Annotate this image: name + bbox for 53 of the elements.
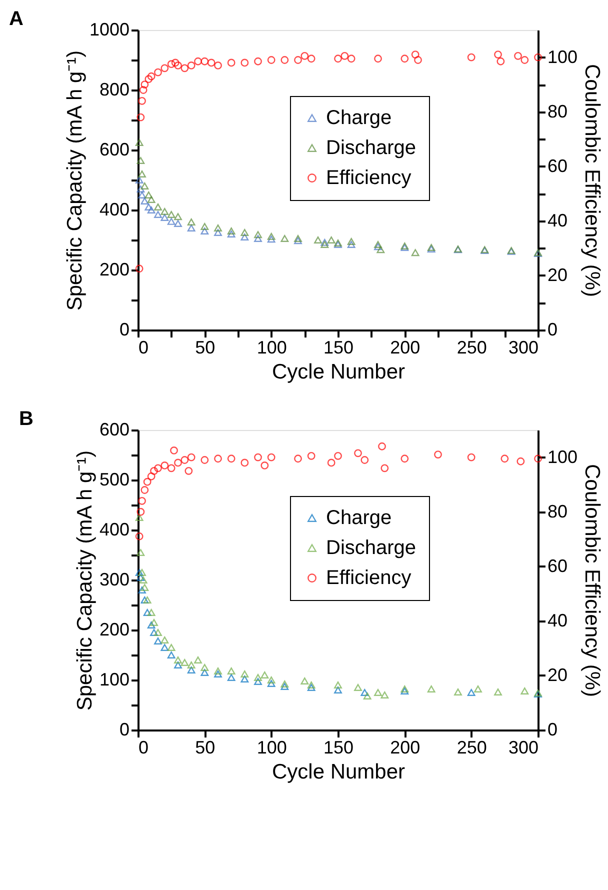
y-tick-label: 0 — [119, 320, 130, 340]
legend-label: Discharge — [326, 537, 416, 559]
legend-label: Efficiency — [326, 567, 412, 589]
x-tick-label: 250 — [456, 738, 487, 758]
legend-label: Efficiency — [326, 167, 412, 189]
y2-tick-label: 40 — [548, 210, 568, 230]
y-tick-label: 200 — [99, 620, 130, 640]
y-axis-title: Specific Capacity (mA h g⁻¹) — [73, 450, 96, 711]
x-tick-label: 200 — [390, 738, 420, 758]
y2-tick-label: 100 — [548, 446, 578, 467]
x-tick-label: 200 — [390, 338, 420, 358]
x-tick-label: 50 — [195, 338, 216, 358]
x-tick-label: 300 — [508, 338, 538, 358]
y-tick-label: 500 — [99, 470, 130, 490]
y-tick-label: 400 — [99, 520, 130, 540]
y-tick-label: 1000 — [89, 20, 130, 40]
y-tick-label: 800 — [99, 80, 130, 100]
y-tick-label: 0 — [119, 720, 130, 740]
x-tick-label: 0 — [138, 338, 149, 358]
y-axis-title: Specific Capacity (mA h g⁻¹) — [63, 50, 86, 311]
x-tick-label: 150 — [323, 338, 354, 358]
y2-tick-label: 0 — [548, 720, 558, 740]
y-tick-label: 300 — [99, 570, 130, 590]
x-tick-label: 150 — [323, 738, 354, 758]
chart-title: B — [18, 408, 34, 430]
y2-tick-label: 20 — [548, 264, 568, 285]
x-tick-label: 0 — [138, 738, 149, 758]
x-tick-label: 100 — [256, 338, 287, 358]
legend-label: Charge — [326, 507, 392, 529]
x-axis-title: Cycle Number — [272, 360, 406, 384]
chart-title: A — [8, 8, 24, 30]
y2-tick-label: 60 — [548, 156, 568, 176]
x-tick-label: 100 — [256, 738, 287, 758]
y-tick-label: 400 — [99, 200, 130, 220]
legend-label: Discharge — [326, 137, 416, 159]
x-axis-title: Cycle Number — [272, 760, 406, 784]
y2-tick-label: 80 — [548, 101, 568, 122]
y-tick-label: 100 — [99, 670, 130, 690]
x-tick-label: 50 — [195, 738, 216, 758]
y-tick-label: 600 — [99, 140, 130, 160]
y2-axis-title: Coulombic Efficiency (%) — [580, 464, 604, 698]
y-tick-label: 600 — [99, 420, 130, 440]
y2-tick-label: 100 — [548, 46, 578, 67]
y2-tick-label: 40 — [548, 610, 568, 630]
y2-tick-label: 20 — [548, 664, 568, 685]
x-tick-label: 250 — [456, 338, 487, 358]
y2-tick-label: 0 — [548, 320, 558, 340]
y-tick-label: 200 — [99, 260, 130, 280]
y2-axis-title: Coulombic Efficiency (%) — [580, 64, 604, 298]
y2-tick-label: 80 — [548, 501, 568, 522]
legend-label: Charge — [326, 107, 392, 129]
y2-tick-label: 60 — [548, 556, 568, 576]
x-tick-label: 300 — [508, 738, 538, 758]
